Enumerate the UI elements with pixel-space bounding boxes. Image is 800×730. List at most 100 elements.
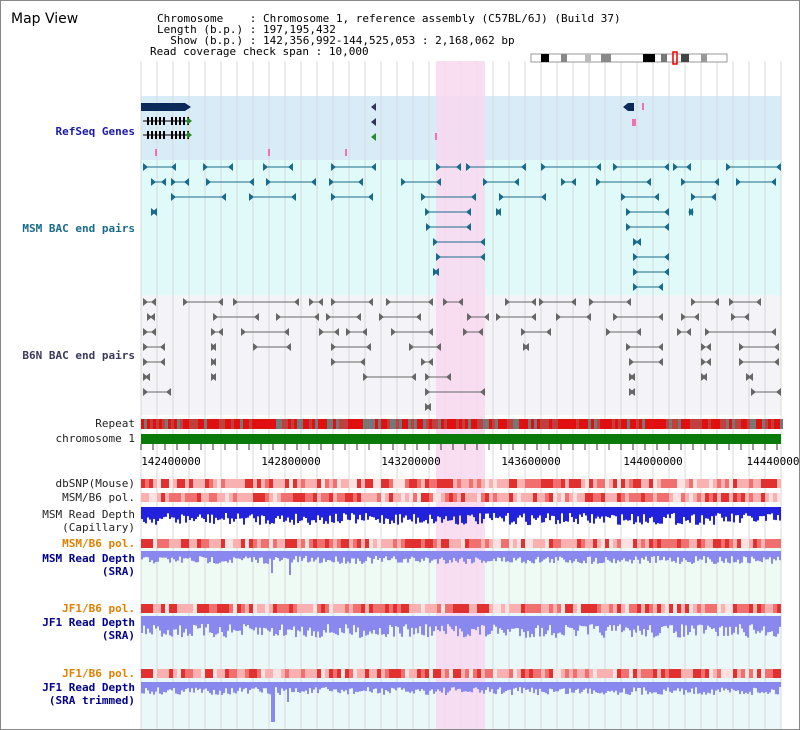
msm-b6-pol-heat-cell [293, 493, 297, 502]
msm-b6-pol-2-heat-cell [697, 539, 701, 548]
msm-depth-capillary-bar [481, 507, 483, 524]
jf1-b6-pol-2-heat-cell [693, 669, 697, 678]
repeat-segment [471, 419, 474, 429]
msm-depth-sra-bar [253, 551, 255, 558]
msm-depth-sra-bar [369, 551, 371, 558]
msm-b6-pol-2-heat-cell [617, 539, 621, 548]
msm-b6-pol-heat-cell [141, 493, 145, 502]
jf1-b6-pol-2-heat-cell [681, 669, 685, 678]
msm-b6-pol-2-heat-cell [753, 539, 757, 548]
repeat-segment [252, 419, 255, 429]
jf1-depth-trimmed-bar [601, 682, 603, 693]
jf1-depth-sra-bar [437, 616, 439, 630]
msm-depth-capillary-bar [485, 507, 487, 514]
jf1-b6-pol-heat-cell [577, 604, 581, 613]
repeat-segment [522, 419, 525, 429]
jf1-b6-pol-2-heat-cell [413, 669, 417, 678]
msm-depth-sra-bar [663, 551, 665, 557]
jf1-b6-pol-2-heat-cell [373, 669, 377, 678]
msm-b6-pol-2-heat-cell [341, 539, 345, 548]
msm-depth-capillary-bar [419, 507, 421, 523]
jf1-b6-pol-heat-cell [481, 604, 485, 613]
msm-depth-sra-bar [439, 551, 441, 559]
refseq-genes-label[interactable]: RefSeq Genes [55, 125, 135, 138]
repeat-segment [459, 419, 462, 429]
msm-depth-capillary-bar [737, 507, 739, 516]
coverage-info: Read coverage check span : 10,000 [150, 45, 369, 58]
msm-b6-pol-2-heat-cell [505, 539, 509, 548]
repeat-segment [456, 419, 459, 429]
jf1-depth-trimmed-bar [377, 682, 379, 694]
b6n-bac-end-pair-end [421, 358, 426, 366]
repeat-segment [348, 419, 351, 429]
repeat-segment [384, 419, 387, 429]
b6n-bac-end-pair-end [694, 313, 699, 321]
msm-bac-end-pair-end [686, 163, 691, 171]
msm-depth-capillary-bar [429, 507, 431, 515]
jf1-b6-pol-2-heat-cell [421, 669, 425, 678]
dbsnp-heat-cell [321, 479, 325, 488]
jf1-depth-sra-bar [247, 616, 249, 625]
repeat-segment [483, 419, 486, 429]
msm-depth-capillary-bar [695, 507, 697, 525]
jf1-depth-trimmed-bar [713, 682, 715, 695]
b6n-bac-end-pair-end [729, 298, 734, 306]
msm-depth-capillary-bar [699, 507, 701, 523]
jf1-b6-pol-2-heat-cell [357, 669, 361, 678]
msm-depth-sra-bar [321, 551, 323, 563]
jf1-depth-trimmed-bar [535, 682, 537, 690]
jf1-b6-pol-heat-cell [681, 604, 685, 613]
msm-depth-capillary-bar [311, 507, 313, 521]
jf1-depth-trimmed-bar [267, 682, 269, 694]
msm-b6-pol-2-heat-cell [329, 539, 333, 548]
msm-depth-capillary-bar [385, 507, 387, 519]
b6n-bac-end-pair-end [233, 298, 238, 306]
jf1-depth-sra-bar [649, 616, 651, 626]
jf1-depth-sra-bar [203, 616, 205, 636]
jf1-depth-sra-bar [509, 616, 511, 632]
jf1-depth-sra-bar [703, 616, 705, 634]
jf1-b6-pol-heat-cell [329, 604, 333, 613]
msm-bac-end-pairs-label[interactable]: MSM BAC end pairs [22, 222, 135, 235]
msm-depth-capillary-bar [371, 507, 373, 517]
msm-depth-capillary-bar [257, 507, 259, 517]
jf1-depth-trimmed-bar [687, 682, 689, 693]
jf1-depth-trimmed-bar [629, 682, 631, 695]
jf1-depth-trimmed-bar [771, 682, 773, 690]
msm-depth-capillary-bar [285, 507, 287, 521]
msm-b6-pol-heat-cell [265, 493, 269, 502]
b6n-bac-end-pairs-label[interactable]: B6N BAC end pairs [22, 349, 135, 362]
msm-b6-pol-heat-cell [633, 493, 637, 502]
msm-b6-pol-2-heat-cell [533, 539, 537, 548]
dbsnp-heat-cell [401, 479, 405, 488]
jf1-depth-trimmed-bar [259, 682, 261, 692]
msm-depth-sra-bar [507, 551, 509, 562]
dbsnp-heat-cell [601, 479, 605, 488]
msm-depth-sra-bar [739, 551, 741, 564]
jf1-b6-pol-heat-cell [665, 604, 669, 613]
jf1-depth-trimmed-bar [433, 682, 435, 694]
msm-depth-sra-bar [195, 551, 197, 563]
b6n-bac-end-pair-end [218, 298, 223, 306]
ideogram-band [541, 54, 549, 62]
dbsnp-heat-cell [269, 479, 273, 488]
jf1-b6-pol-2-heat-cell [397, 669, 401, 678]
jf1-depth-trimmed-bar [183, 682, 185, 692]
refseq-exon [151, 117, 153, 125]
jf1-depth-trimmed-bar [339, 682, 341, 694]
msm-depth-capillary-bar [557, 507, 559, 521]
msm-depth-capillary-bar [145, 507, 147, 524]
msm-depth-sra-bar [677, 551, 679, 558]
msm-b6-pol-heat-cell [381, 493, 385, 502]
jf1-depth-trimmed-bar [747, 682, 749, 694]
chromosome-label: chromosome 1 [55, 432, 135, 445]
msm-depth-sra-bar [199, 551, 201, 557]
jf1-depth-sra-bar [589, 616, 591, 625]
jf1-b6-pol-heat-cell [385, 604, 389, 613]
jf1-depth-sra-bar [265, 616, 267, 629]
msm-depth-capillary-bar [405, 507, 407, 516]
jf1-depth-sra-bar [311, 616, 313, 636]
msm-b6-pol-2-heat-cell [513, 539, 517, 548]
msm-depth-capillary-bar [437, 507, 439, 517]
